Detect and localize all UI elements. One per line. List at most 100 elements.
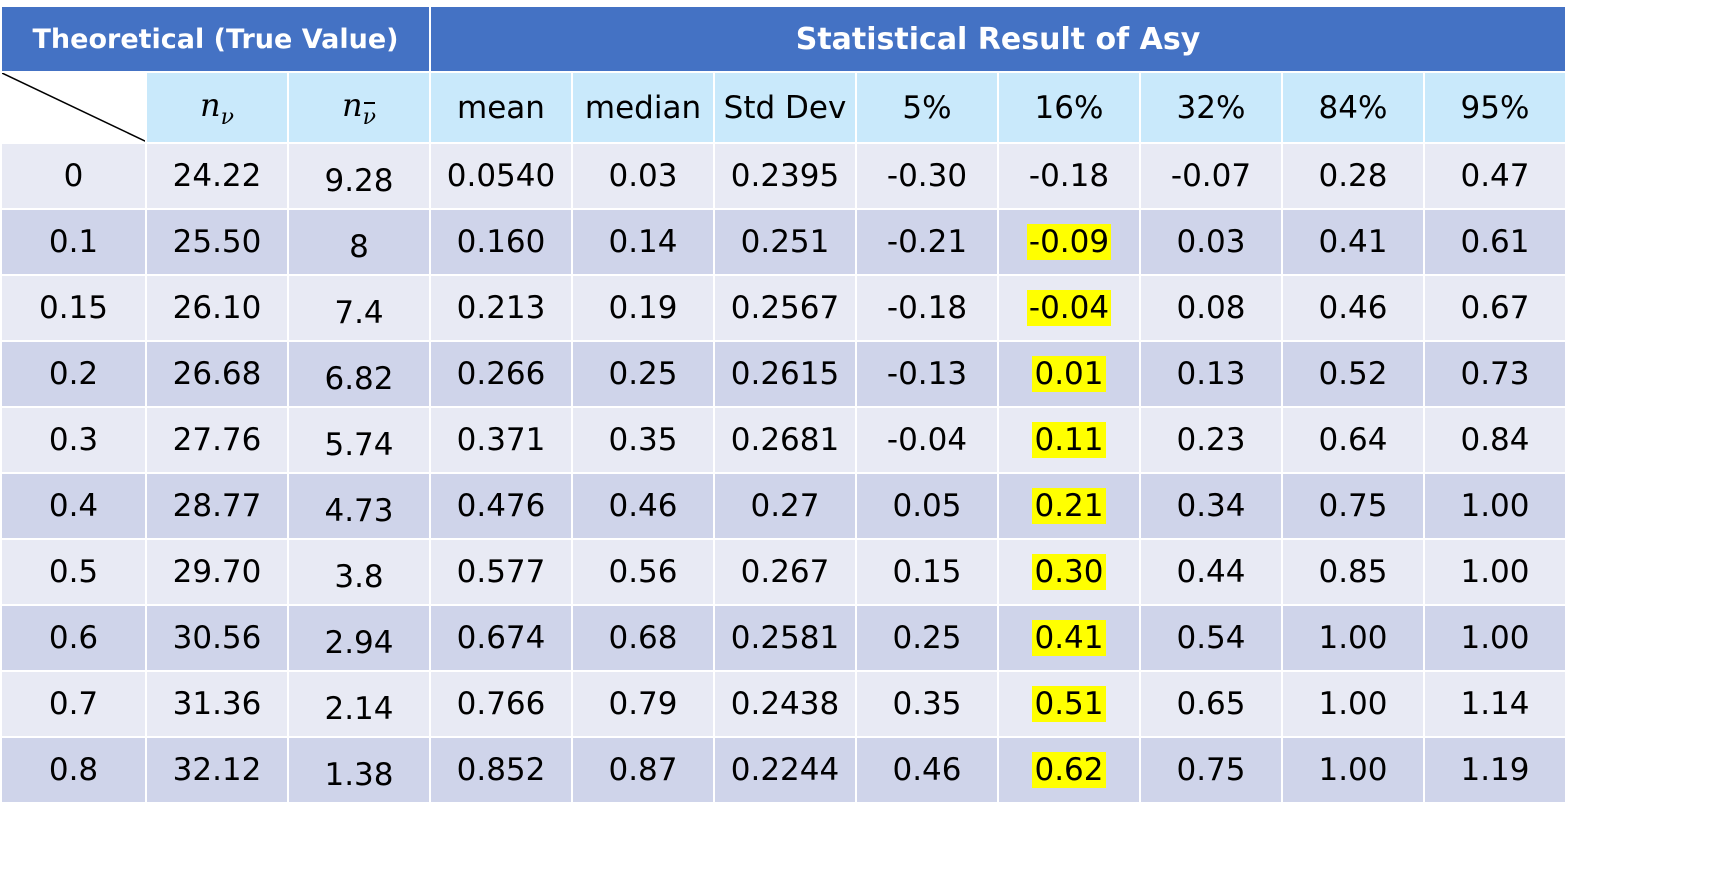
cell-value: 31.36: [172, 686, 262, 722]
cell-value: 0.8: [48, 752, 99, 788]
cell-p5: 0.15: [855, 538, 999, 606]
cell-n-nubar: 2.14: [287, 670, 431, 738]
cell-n-nu: 26.68: [145, 340, 289, 408]
cell-value: 24.22: [172, 158, 262, 194]
cell-value: 0.267: [740, 554, 830, 590]
cell-median: 0.87: [571, 736, 715, 804]
cell-value: 1.38: [324, 757, 394, 793]
cell-std: 0.267: [713, 538, 857, 606]
cell-p5: -0.04: [855, 406, 999, 474]
cell-median: 0.68: [571, 604, 715, 672]
cell-asy: 0.6: [0, 604, 147, 672]
cell-p95: 1.14: [1423, 670, 1567, 738]
cell-value: 30.56: [172, 620, 262, 656]
col-median: median: [571, 71, 715, 144]
cell-p95: 1.00: [1423, 472, 1567, 540]
cell-value: 0.371: [456, 422, 546, 458]
cell-value: 0: [63, 158, 84, 194]
cell-value: 26.10: [172, 290, 262, 326]
table-row: 0.6 30.56 2.94 0.674 0.68 0.2581 0.25 0.41 0.54 1…: [0, 604, 1567, 672]
cell-value: 0.68: [608, 620, 678, 656]
cell-value: 0.852: [456, 752, 546, 788]
cell-value: -0.07: [1170, 158, 1252, 194]
cell-p16: -0.18: [997, 142, 1141, 210]
table-row: 0.3 27.76 5.74 0.371 0.35 0.2681 -0.04 0.11 0.23…: [0, 406, 1567, 474]
cell-value: 0.19: [608, 290, 678, 326]
cell-value: 0.476: [456, 488, 546, 524]
highlighted-value: 0.51: [1032, 686, 1106, 722]
table-row: 0.4 28.77 4.73 0.476 0.46 0.27 0.05 0.21 0.34 0.7…: [0, 472, 1567, 540]
cell-n-nubar: 4.73: [287, 472, 431, 540]
cell-p16: -0.09: [997, 208, 1141, 276]
col-p5: 5%: [855, 71, 999, 144]
table-row: 0.15 26.10 7.4 0.213 0.19 0.2567 -0.18 -0.04 0.0…: [0, 274, 1567, 342]
cell-n-nu: 29.70: [145, 538, 289, 606]
cell-asy: 0.5: [0, 538, 147, 606]
cell-value: 0.2567: [730, 290, 840, 326]
cell-value: 0.23: [1176, 422, 1246, 458]
cell-p95: 0.84: [1423, 406, 1567, 474]
cell-value: 0.1: [48, 224, 99, 260]
cell-value: 0.577: [456, 554, 546, 590]
cell-value: -0.13: [886, 356, 968, 392]
cell-p16: 0.62: [997, 736, 1141, 804]
cell-value: 1.00: [1460, 488, 1530, 524]
highlighted-value: 0.11: [1032, 422, 1106, 458]
highlighted-value: 0.01: [1032, 356, 1106, 392]
cell-value: 0.13: [1176, 356, 1246, 392]
cell-value: 0.25: [608, 356, 678, 392]
cell-mean: 0.577: [429, 538, 573, 606]
cell-asy: 0: [0, 142, 147, 210]
cell-value: 25.50: [172, 224, 262, 260]
cell-value: 0.64: [1318, 422, 1388, 458]
cell-value: 0.85: [1318, 554, 1388, 590]
cell-std: 0.2395: [713, 142, 857, 210]
cell-p5: 0.46: [855, 736, 999, 804]
theoretical-header: Theoretical (True Value): [0, 5, 431, 73]
cell-value: -0.04: [886, 422, 968, 458]
cell-value: -0.30: [886, 158, 968, 194]
cell-asy: 0.15: [0, 274, 147, 342]
cell-value: 0.2681: [730, 422, 840, 458]
cell-mean: 0.674: [429, 604, 573, 672]
highlighted-value: 0.30: [1032, 554, 1106, 590]
cell-asy: 0.8: [0, 736, 147, 804]
group-header-row: Theoretical (True Value) Statistical Res…: [0, 5, 1567, 73]
cell-value: 0.84: [1460, 422, 1530, 458]
cell-p32: -0.07: [1139, 142, 1283, 210]
cell-n-nubar: 7.4: [287, 274, 431, 342]
cell-value: 0.3: [48, 422, 99, 458]
cell-p5: -0.30: [855, 142, 999, 210]
cell-p95: 0.61: [1423, 208, 1567, 276]
highlighted-value: -0.04: [1026, 290, 1112, 326]
cell-p95: 0.73: [1423, 340, 1567, 408]
col-std-dev: Std Dev: [713, 71, 857, 144]
cell-value: 3.8: [334, 559, 384, 595]
cell-value: 0.2: [48, 356, 99, 392]
cell-value: 0.766: [456, 686, 546, 722]
cell-p5: -0.18: [855, 274, 999, 342]
cell-value: 0.52: [1318, 356, 1388, 392]
cell-p32: 0.13: [1139, 340, 1283, 408]
cell-p32: 0.65: [1139, 670, 1283, 738]
col-p32: 32%: [1139, 71, 1283, 144]
cell-value: 0.266: [456, 356, 546, 392]
table-body: 0 24.22 9.28 0.0540 0.03 0.2395 -0.30 -0.18 -0.0…: [0, 142, 1567, 804]
cell-mean: 0.371: [429, 406, 573, 474]
table-row: 0.7 31.36 2.14 0.766 0.79 0.2438 0.35 0.51 0.65 1…: [0, 670, 1567, 738]
cell-value: 0.75: [1176, 752, 1246, 788]
cell-value: 0.5: [48, 554, 99, 590]
cell-value: 1.00: [1318, 686, 1388, 722]
cell-asy: 0.7: [0, 670, 147, 738]
cell-n-nu: 27.76: [145, 406, 289, 474]
cell-p84: 0.75: [1281, 472, 1425, 540]
cell-value: 0.41: [1318, 224, 1388, 260]
cell-value: 0.2395: [730, 158, 840, 194]
cell-median: 0.03: [571, 142, 715, 210]
cell-p95: 1.00: [1423, 538, 1567, 606]
cell-p84: 0.85: [1281, 538, 1425, 606]
cell-mean: 0.766: [429, 670, 573, 738]
cell-asy: 0.1: [0, 208, 147, 276]
cell-value: 8: [349, 229, 369, 265]
cell-p16: 0.30: [997, 538, 1141, 606]
